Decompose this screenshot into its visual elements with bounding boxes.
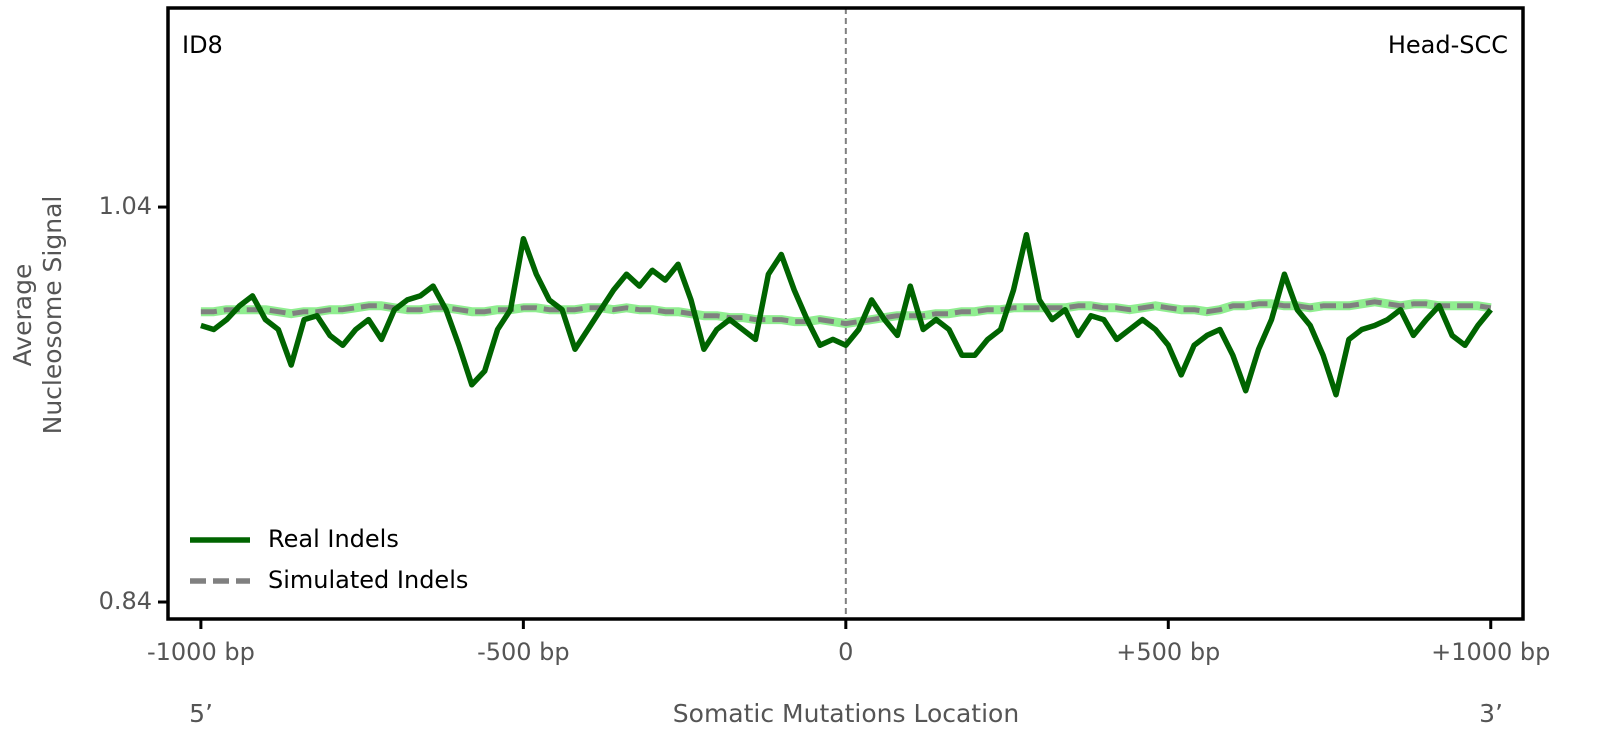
corner-label: Head-SCC: [1388, 31, 1508, 59]
x-tick-label: -500 bp: [477, 638, 570, 666]
end-label: 5’: [189, 699, 213, 728]
y-tick-label: 0.84: [99, 587, 152, 615]
x-tick-label: 0: [838, 638, 853, 666]
end-label: 3’: [1479, 699, 1503, 728]
legend-label: Real Indels: [268, 525, 399, 553]
x-tick-label: +1000 bp: [1431, 638, 1550, 666]
series-line: [200, 231, 1493, 398]
legend-label: Simulated Indels: [268, 566, 468, 594]
y-axis-label: Average: [8, 264, 37, 367]
x-axis-label: Somatic Mutations Location: [673, 699, 1019, 728]
x-tick-label: -1000 bp: [147, 638, 255, 666]
corner-label: ID8: [182, 31, 223, 59]
plot-frame: [166, 6, 1525, 621]
y-tick-label: 1.04: [99, 192, 152, 220]
x-tick-label: +500 bp: [1116, 638, 1220, 666]
y-axis-label: Nucleosome Signal: [38, 196, 67, 435]
